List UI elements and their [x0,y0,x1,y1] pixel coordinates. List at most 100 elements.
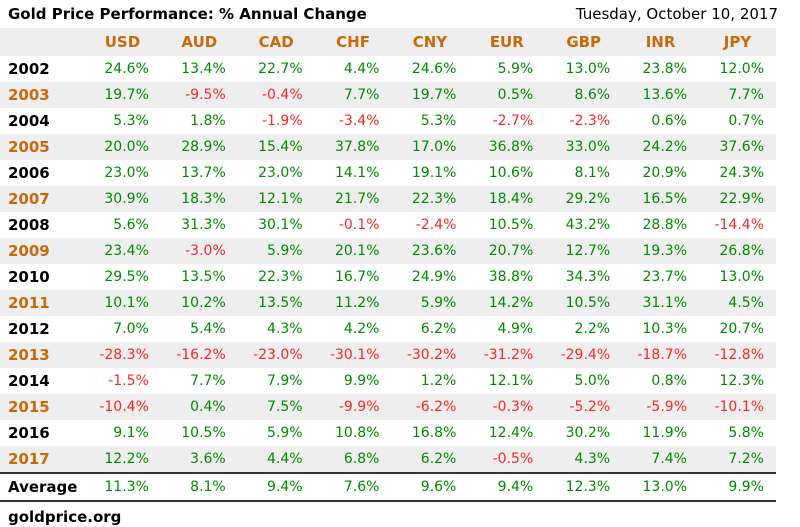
value-cell: 8.1% [574,165,611,181]
average-value-cell: 13.0% [642,479,687,495]
year-cell: 2007 [8,190,50,208]
value-cell: -30.2% [406,347,457,363]
value-cell: 24.6% [104,61,149,77]
column-header-jpy: JPY [723,33,752,51]
source-attribution: goldprice.org [8,508,122,526]
value-cell: 8.6% [574,87,611,103]
value-cell: -0.5% [492,451,534,467]
table-row: 2006 23.0% 13.7% 23.0% 14.1% 19.1% 10.6% 8.1% 20… [0,160,776,186]
value-cell: -2.7% [492,113,534,129]
value-cell: -14.4% [714,217,764,233]
value-cell: 10.2% [181,295,226,311]
value-cell: 0.8% [651,373,687,389]
value-cell: -10.4% [99,399,149,415]
year-cell: 2005 [8,138,50,156]
column-header-inr: INR [645,33,676,51]
value-cell: 9.9% [343,373,380,389]
year-cell: 2006 [8,164,50,182]
value-cell: 7.9% [267,373,303,389]
value-cell: 19.7% [104,87,149,103]
year-cell: 2010 [8,268,50,286]
year-cell: 2002 [8,60,50,78]
value-cell: 29.5% [104,269,149,285]
value-cell: 30.1% [258,217,303,233]
value-cell: 4.3% [267,321,303,337]
value-cell: 12.7% [565,243,611,259]
value-cell: 26.8% [719,243,764,259]
column-header-cad: CAD [258,33,294,51]
titlebar: Gold Price Performance: % Annual Change … [0,0,800,28]
value-cell: 6.8% [343,451,380,467]
table-row: 2013 -28.3% -16.2% -23.0% -30.1% -30.2% -31.2%… [0,342,776,368]
value-cell: 4.5% [728,295,764,311]
value-cell: 29.2% [565,191,611,207]
table-row: 2012 7.0% 5.4% 4.3% 4.2% 6.2% 4.9% 2.2% 10.3% 20.… [0,316,776,342]
value-cell: 17.0% [411,139,457,155]
year-cell: 2017 [8,450,50,468]
value-cell: -2.3% [569,113,611,129]
column-header-eur: EUR [489,33,524,51]
value-cell: 22.3% [411,191,457,207]
value-cell: 7.7% [190,373,226,389]
value-cell: 10.8% [335,425,380,441]
value-cell: 1.2% [420,373,457,389]
value-cell: 1.8% [190,113,226,129]
table-row: 2010 29.5% 13.5% 22.3% 16.7% 24.9% 38.8% 34.3% 2… [0,264,776,290]
value-cell: 7.0% [113,321,149,337]
value-cell: -30.1% [329,347,380,363]
value-cell: 24.9% [411,269,457,285]
value-cell: 7.5% [267,399,303,415]
value-cell: 14.1% [335,165,380,181]
value-cell: -28.3% [99,347,149,363]
average-row: Average 11.3% 8.1% 9.4% 7.6% 9.6% 9.4% 12.3% 13.… [0,473,776,501]
value-cell: 24.3% [719,165,764,181]
table-row: 2005 20.0% 28.9% 15.4% 37.8% 17.0% 36.8% 33.0% 2… [0,134,776,160]
table-row: 2004 5.3% 1.8% -1.9% -3.4% 5.3% -2.7% -2.3% 0.6%… [0,108,776,134]
value-cell: 12.4% [488,425,534,441]
value-cell: 37.6% [719,139,764,155]
value-cell: 5.4% [190,321,226,337]
average-value-cell: 8.1% [190,479,226,495]
value-cell: 23.8% [642,61,687,77]
value-cell: -12.8% [714,347,764,363]
value-cell: 5.9% [420,295,457,311]
value-cell: -18.7% [637,347,687,363]
year-cell: 2003 [8,86,50,104]
value-cell: 14.2% [488,295,534,311]
value-cell: 19.1% [411,165,457,181]
value-cell: -9.5% [185,87,226,103]
year-cell: 2012 [8,320,50,338]
value-cell: 43.2% [565,217,611,233]
value-cell: 19.7% [411,87,457,103]
value-cell: 11.2% [335,295,380,311]
value-cell: -3.0% [185,243,226,259]
value-cell: 6.2% [420,321,457,337]
value-cell: 9.1% [113,425,149,441]
page-title: Gold Price Performance: % Annual Change [8,5,367,23]
value-cell: 20.0% [104,139,149,155]
value-cell: 10.5% [181,425,226,441]
value-cell: 31.3% [181,217,226,233]
table-row: 2007 30.9% 18.3% 12.1% 21.7% 22.3% 18.4% 29.2% 1… [0,186,776,212]
value-cell: 37.8% [335,139,380,155]
value-cell: 4.3% [574,451,611,467]
column-header-row: USD AUD CAD CHF CNY EUR GBP INR JPY [0,28,776,56]
value-cell: 10.1% [104,295,149,311]
value-cell: 18.3% [181,191,226,207]
value-cell: 16.8% [411,425,457,441]
year-column-header [0,28,84,56]
table-row: 2017 12.2% 3.6% 4.4% 6.8% 6.2% -0.5% 4.3% 7.4% 7.… [0,446,776,473]
year-cell: 2016 [8,424,50,442]
value-cell: 13.7% [181,165,226,181]
year-cell: 2013 [8,346,50,364]
value-cell: 36.8% [488,139,534,155]
value-cell: 19.3% [642,243,687,259]
value-cell: 3.6% [190,451,226,467]
value-cell: 4.2% [343,321,380,337]
year-cell: 2015 [8,398,50,416]
value-cell: -23.0% [253,347,303,363]
value-cell: -31.2% [483,347,534,363]
value-cell: 10.3% [642,321,687,337]
average-value-cell: 7.6% [343,479,380,495]
